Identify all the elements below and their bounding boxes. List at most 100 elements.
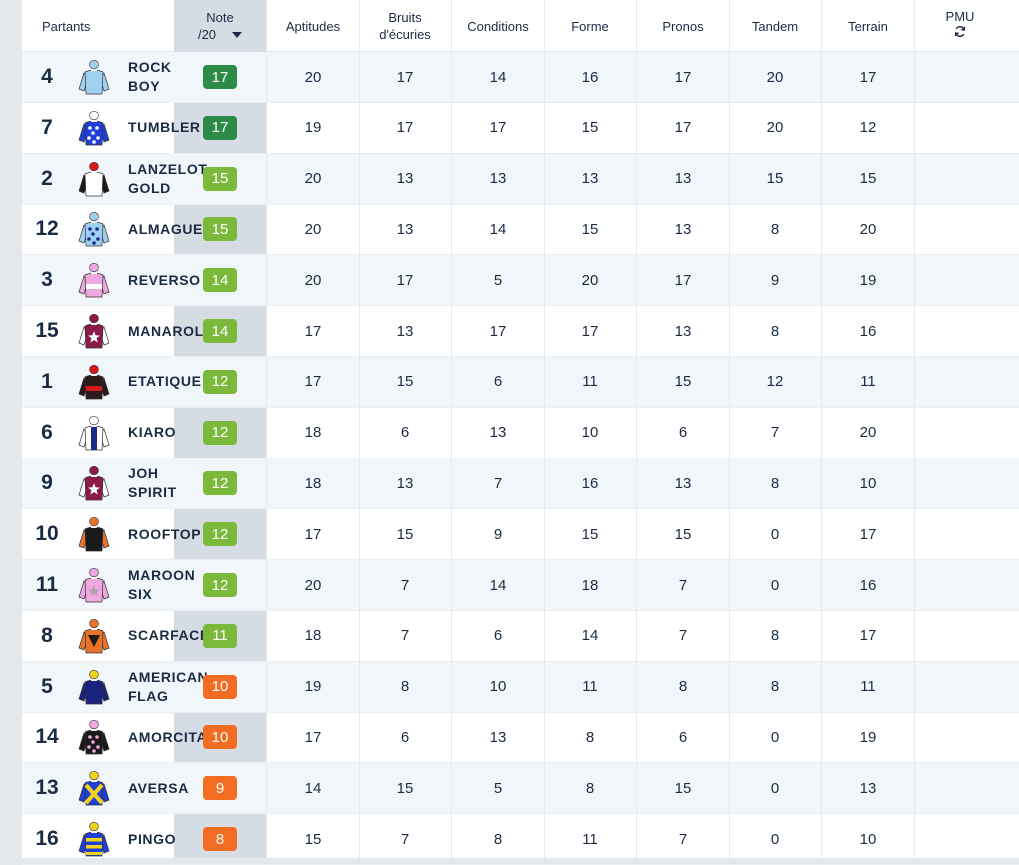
column-divider bbox=[729, 0, 730, 858]
runner-name[interactable]: KIARO bbox=[128, 424, 177, 441]
cell-forme: 14 bbox=[581, 627, 599, 645]
header-note[interactable]: Note /20 bbox=[174, 0, 266, 52]
table-row[interactable]: 5 AMERICAN FLAG 10 19 8 10 11 8 8 11 bbox=[22, 661, 1019, 713]
header-tandem[interactable]: Tandem bbox=[729, 0, 821, 52]
runner-name[interactable]: ROOFTOP bbox=[128, 525, 202, 542]
header-note-row: /20 bbox=[198, 26, 243, 43]
runner-number: 5 bbox=[41, 674, 53, 698]
runner-name[interactable]: JOH SPIRIT bbox=[128, 465, 177, 501]
cell-pmu bbox=[914, 52, 1006, 102]
header-partants[interactable]: Partants bbox=[42, 0, 162, 52]
runner-name[interactable]: ETATIQUE bbox=[128, 373, 202, 390]
table-row[interactable]: 11 MAROON SIX 12 20 7 14 18 7 0 16 bbox=[22, 560, 1019, 611]
cell-tandem: 8 bbox=[770, 678, 780, 696]
header-aptitudes[interactable]: Aptitudes bbox=[267, 0, 359, 52]
jockey-silk-icon bbox=[78, 59, 110, 95]
table-row[interactable]: 3 REVERSO 14 20 17 5 20 17 9 19 bbox=[22, 255, 1019, 307]
cell-bruits: 13 bbox=[396, 474, 414, 492]
header-terrain[interactable]: Terrain bbox=[822, 0, 914, 52]
header-conditions[interactable]: Conditions bbox=[452, 0, 544, 52]
runner-name[interactable]: MAROON SIX bbox=[128, 567, 196, 602]
table-row[interactable]: 10 ROOFTOP 12 17 15 9 15 15 0 17 bbox=[22, 509, 1019, 561]
runner-number: 7 bbox=[41, 115, 53, 139]
header-bruits[interactable]: Bruits d'écuries bbox=[359, 0, 451, 52]
cell-aptitudes: 20 bbox=[304, 68, 322, 86]
table-row[interactable]: 1 ETATIQUE 12 17 15 6 11 15 12 11 bbox=[22, 356, 1019, 408]
table-row[interactable]: 4 ROCK BOY 17 20 17 14 16 17 20 17 bbox=[22, 52, 1019, 103]
runners-table: Partants Note /20 Aptitudes Bruits d'écu… bbox=[22, 0, 1019, 865]
cell-pmu bbox=[914, 204, 1006, 254]
header-pmu-label: PMU bbox=[945, 9, 975, 24]
runner-name[interactable]: AVERSA bbox=[128, 779, 189, 796]
cell-pronos: 15 bbox=[674, 525, 692, 543]
cell-aptitudes: 17 bbox=[304, 373, 322, 391]
header-tandem-label: Tandem bbox=[751, 18, 799, 34]
runner-name[interactable]: SCARFACE bbox=[128, 627, 208, 644]
cell-tandem: 20 bbox=[766, 68, 784, 86]
table-row[interactable]: 7 TUMBLER 17 19 17 17 15 17 20 12 bbox=[22, 103, 1019, 154]
runner-name[interactable]: MANAROLA bbox=[128, 322, 208, 339]
column-divider bbox=[914, 0, 915, 858]
table-row[interactable]: 9 JOH SPIRIT 12 18 13 7 16 13 8 10 bbox=[22, 458, 1019, 510]
header-pmu[interactable]: PMU bbox=[914, 0, 1006, 52]
runner-number: 15 bbox=[35, 319, 59, 342]
cell-bruits: 13 bbox=[396, 170, 414, 188]
table-row[interactable]: 12 ALMAGUER 15 20 13 14 15 13 8 20 bbox=[22, 204, 1019, 256]
jockey-silk-icon bbox=[78, 465, 110, 501]
cell-pronos: 17 bbox=[674, 68, 692, 86]
cell-terrain: 20 bbox=[859, 424, 877, 442]
cell-tandem: 0 bbox=[770, 728, 780, 746]
runner-name[interactable]: AMERICAN FLAG bbox=[128, 668, 208, 704]
cell-aptitudes: 14 bbox=[304, 779, 322, 797]
table-row[interactable]: 15 MANAROLA 14 17 13 17 17 13 8 16 bbox=[22, 306, 1019, 357]
jockey-silk-icon bbox=[78, 821, 110, 857]
header-pronos-label: Pronos bbox=[662, 18, 704, 34]
cell-conditions: 14 bbox=[489, 576, 507, 594]
cell-conditions: 14 bbox=[489, 220, 507, 238]
table-row[interactable]: 6 KIARO 12 18 6 13 10 6 7 20 bbox=[22, 408, 1019, 459]
note-badge: 12 bbox=[203, 573, 237, 597]
runner-name[interactable]: PINGO bbox=[128, 830, 177, 847]
cell-terrain: 11 bbox=[860, 678, 876, 696]
cell-pronos: 15 bbox=[674, 373, 692, 391]
cell-conditions: 5 bbox=[493, 271, 503, 289]
column-divider bbox=[266, 0, 267, 858]
refresh-icon[interactable] bbox=[954, 25, 966, 40]
note-badge: 11 bbox=[203, 623, 237, 648]
table-row[interactable]: 2 LANZELOT GOLD 15 20 13 13 13 13 15 15 bbox=[22, 153, 1019, 205]
table-row[interactable]: 8 SCARFACE 11 18 7 6 14 7 8 17 bbox=[22, 611, 1019, 662]
runner-name[interactable]: TUMBLER bbox=[128, 119, 201, 136]
cell-pmu bbox=[914, 712, 1006, 762]
cell-tandem: 8 bbox=[770, 220, 780, 238]
cell-tandem: 0 bbox=[770, 779, 780, 797]
note-badge: 15 bbox=[203, 217, 237, 242]
runner-name[interactable]: REVERSO bbox=[128, 271, 201, 288]
runner-number: 12 bbox=[35, 217, 59, 241]
header-forme[interactable]: Forme bbox=[544, 0, 636, 52]
cell-terrain: 17 bbox=[859, 627, 877, 645]
header-bruits-line1: Bruits bbox=[388, 10, 422, 25]
table-row[interactable]: 16 PINGO 8 15 7 8 11 7 0 10 bbox=[22, 814, 1019, 865]
cell-terrain: 16 bbox=[859, 576, 877, 594]
header-bruits-line2: d'écuries bbox=[379, 27, 431, 42]
runner-name[interactable]: AMORCITA bbox=[128, 728, 208, 745]
jockey-silk-icon bbox=[78, 719, 110, 755]
cell-bruits: 17 bbox=[396, 119, 414, 137]
caret-down-icon[interactable] bbox=[232, 31, 243, 38]
runner-name[interactable]: ROCK BOY bbox=[128, 59, 172, 94]
table-row[interactable]: 13 AVERSA 9 14 15 5 8 15 0 13 bbox=[22, 763, 1019, 815]
table-row[interactable]: 14 AMORCITA 10 17 6 13 8 6 0 19 bbox=[22, 712, 1019, 764]
header-pronos[interactable]: Pronos bbox=[637, 0, 729, 52]
cell-tandem: 8 bbox=[770, 474, 780, 492]
cell-pronos: 17 bbox=[674, 271, 692, 289]
runner-name[interactable]: LANZELOT GOLD bbox=[128, 160, 208, 196]
runner-number: 8 bbox=[41, 623, 53, 647]
cell-tandem: 12 bbox=[766, 373, 784, 391]
cell-bruits: 6 bbox=[400, 424, 410, 442]
note-badge: 14 bbox=[203, 319, 237, 343]
cell-aptitudes: 18 bbox=[304, 627, 322, 645]
cell-forme: 17 bbox=[581, 322, 599, 340]
jockey-silk-icon bbox=[78, 516, 110, 552]
cell-forme: 15 bbox=[581, 119, 599, 137]
runner-name[interactable]: ALMAGUER bbox=[128, 220, 208, 237]
